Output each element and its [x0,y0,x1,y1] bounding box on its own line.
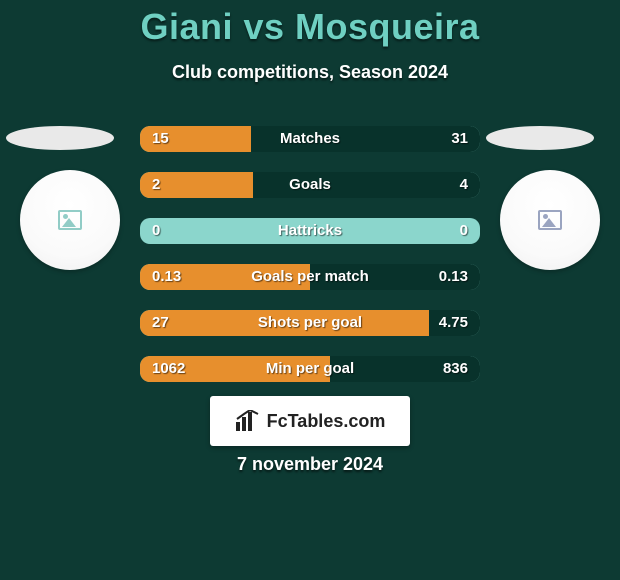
left-player-photo [6,126,114,150]
stat-row: 0.130.13Goals per match [140,264,480,290]
stat-row: 1062836Min per goal [140,356,480,382]
source-text: FcTables.com [267,411,386,432]
stat-label: Matches [140,126,480,152]
stat-row: 1531Matches [140,126,480,152]
right-team-crest [500,170,600,270]
comparison-bars: 1531Matches 24Goals 00Hattricks 0.130.13Goa… [140,126,480,402]
stat-label: Min per goal [140,356,480,382]
stat-label: Goals per match [140,264,480,290]
stat-label: Shots per goal [140,310,480,336]
page-title: Giani vs Mosqueira [0,6,620,48]
date-text: 7 november 2024 [0,454,620,475]
right-player-photo [486,126,594,150]
source-badge: FcTables.com [210,396,410,446]
bar-chart-icon [235,410,261,432]
stat-row: 24Goals [140,172,480,198]
comparison-infographic: Giani vs Mosqueira Club competitions, Se… [0,0,620,580]
stat-row: 274.75Shots per goal [140,310,480,336]
stat-label: Goals [140,172,480,198]
image-placeholder-icon [58,210,82,230]
image-placeholder-icon [538,210,562,230]
left-team-crest [20,170,120,270]
stat-row: 00Hattricks [140,218,480,244]
stat-label: Hattricks [140,218,480,244]
subtitle: Club competitions, Season 2024 [0,62,620,83]
